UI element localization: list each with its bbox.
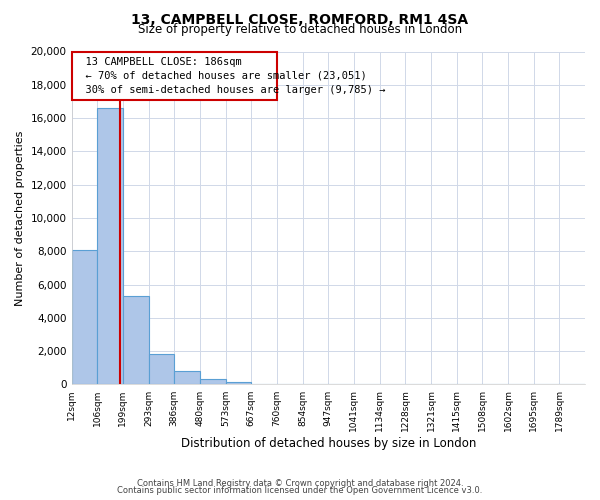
Bar (123, 296, 149, 384)
Y-axis label: Number of detached properties: Number of detached properties (15, 130, 25, 306)
Text: 13, CAMPBELL CLOSE, ROMFORD, RM1 4SA: 13, CAMPBELL CLOSE, ROMFORD, RM1 4SA (131, 12, 469, 26)
FancyBboxPatch shape (71, 52, 277, 100)
Bar (174, 371, 200, 384)
Bar (200, 380, 226, 384)
Bar (71, 250, 97, 384)
X-axis label: Distribution of detached houses by size in London: Distribution of detached houses by size … (181, 437, 476, 450)
Text: Size of property relative to detached houses in London: Size of property relative to detached ho… (138, 22, 462, 36)
Text: 13 CAMPBELL CLOSE: 186sqm
  ← 70% of detached houses are smaller (23,051)
  30% : 13 CAMPBELL CLOSE: 186sqm ← 70% of detac… (73, 56, 385, 94)
Bar (226, 382, 251, 384)
Text: Contains HM Land Registry data © Crown copyright and database right 2024.: Contains HM Land Registry data © Crown c… (137, 478, 463, 488)
Text: Contains public sector information licensed under the Open Government Licence v3: Contains public sector information licen… (118, 486, 482, 495)
Bar (97, 108, 123, 384)
Bar (149, 354, 174, 384)
